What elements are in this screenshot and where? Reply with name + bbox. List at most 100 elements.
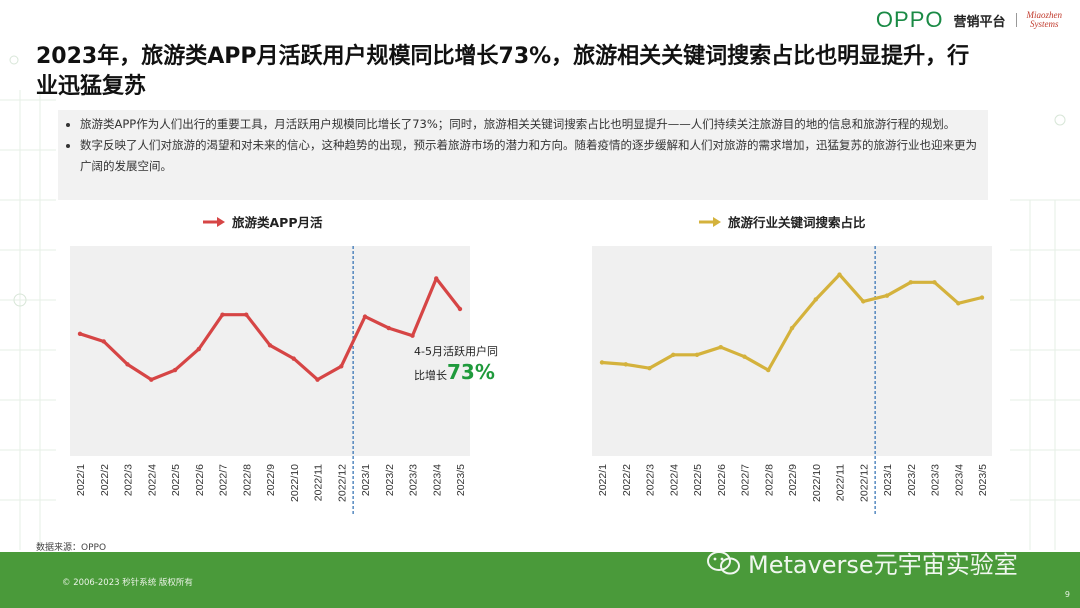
x-tick-label: 2022/11	[313, 464, 325, 501]
x-tick-label: 2022/7	[218, 464, 230, 496]
data-point	[291, 356, 296, 361]
data-point	[789, 325, 795, 331]
watermark: Metaverse元宇宙实验室	[706, 545, 1018, 580]
x-tick-label: 2022/3	[123, 464, 135, 496]
growth-annotation: 4-5月活跃用户同 比增长73%	[414, 342, 534, 386]
bullet-item: 数字反映了人们对旅游的渴望和对未来的信心，这种趋势的出现，预示着旅游市场的潜力和…	[80, 135, 980, 177]
legend-search-share: 旅游行业关键词搜索占比	[698, 212, 866, 231]
data-source: 数据来源：OPPO	[36, 543, 107, 553]
data-point	[125, 362, 130, 367]
annotation-line1: 4-5月活跃用户同	[414, 345, 498, 358]
legend-app-mau: 旅游类APP月活	[202, 212, 323, 231]
x-tick-label: 2022/12	[336, 464, 348, 502]
chart-search-share: 2022/1 2022/2 2022/3 2022/4 2022/5 2022/6 2022…	[592, 246, 992, 516]
data-point	[172, 367, 178, 373]
x-tick-label: 2023/4	[953, 464, 965, 496]
x-tick-label: 2023/2	[384, 464, 396, 496]
data-point	[386, 325, 391, 331]
summary-box: 旅游类APP作为人们出行的重要工具，月活跃用户规模同比增长了73%；同时，旅游相…	[58, 110, 988, 200]
copyright: © 2006-2023 秒针系统 版权所有	[62, 578, 193, 588]
x-tick-label: 2022/6	[716, 464, 728, 496]
miaozhen-logo: Miaozhen Systems	[1027, 11, 1063, 29]
data-point	[694, 352, 700, 358]
x-tick-label: 2023/5	[977, 464, 989, 496]
partner-line1: Miaozhen	[1026, 10, 1063, 20]
data-point	[623, 362, 628, 367]
data-point	[932, 280, 937, 285]
x-tick-label: 2022/8	[763, 464, 775, 496]
data-point	[434, 276, 439, 281]
data-point	[956, 301, 961, 306]
gold-arrow-icon	[699, 216, 721, 227]
page-number: 9	[1064, 590, 1070, 599]
data-point	[362, 314, 368, 319]
x-tick-label: 2023/1	[882, 464, 894, 496]
data-point	[979, 295, 985, 300]
x-tick-label: 2023/1	[360, 464, 372, 496]
header-logos: OPPO 营销平台 Miaozhen Systems	[876, 6, 1062, 34]
annotation-line2: 比增长	[414, 369, 447, 382]
x-tick-label: 2022/10	[289, 464, 301, 502]
data-point	[647, 365, 652, 371]
legend-label: 旅游行业关键词搜索占比	[728, 215, 866, 230]
data-point	[813, 297, 818, 302]
data-point	[77, 331, 83, 337]
x-tick-label: 2023/5	[455, 464, 467, 496]
data-point	[315, 377, 320, 382]
bullet-item: 旅游类APP作为人们出行的重要工具，月活跃用户规模同比增长了73%；同时，旅游相…	[80, 114, 980, 135]
x-tick-label: 2022/7	[740, 464, 752, 496]
x-tick-label: 2022/5	[692, 464, 704, 496]
data-point	[861, 299, 866, 304]
data-point	[149, 377, 154, 382]
x-tick-label: 2022/9	[265, 464, 277, 496]
annotation-value: 73%	[447, 360, 495, 384]
header-separator	[1015, 13, 1017, 27]
data-point	[908, 280, 913, 285]
x-tick-label: 2023/3	[930, 464, 942, 496]
x-tick-label: 2023/2	[906, 464, 918, 496]
x-tick-label: 2022/3	[645, 464, 657, 496]
plot-area	[592, 246, 992, 456]
plot-area	[70, 246, 470, 456]
legend-label: 旅游类APP月活	[232, 215, 323, 230]
red-arrow-icon	[203, 216, 225, 227]
footer-band	[0, 552, 1080, 608]
x-tick-label: 2023/4	[431, 464, 443, 496]
x-tick-label: 2022/9	[787, 464, 799, 496]
wechat-icon	[707, 550, 740, 574]
chart-app-mau: 2022/1 2022/2 2022/3 2022/4 2022/5 2022/6 2022…	[70, 246, 470, 516]
data-point	[671, 352, 676, 358]
platform-label: 营销平台	[953, 14, 1006, 30]
x-tick-label: 2022/11	[835, 464, 847, 501]
x-tick-label: 2022/6	[194, 464, 206, 496]
x-tick-label: 2022/4	[146, 464, 158, 496]
x-tick-label: 2022/4	[668, 464, 680, 496]
data-point	[718, 344, 723, 350]
x-tick-label: 2022/12	[858, 464, 870, 502]
data-point	[196, 346, 201, 352]
x-tick-label: 2022/5	[170, 464, 182, 496]
x-tick-label: 2022/1	[597, 464, 609, 496]
data-point	[742, 354, 747, 359]
oppo-logo: OPPO	[875, 7, 944, 32]
data-point	[837, 272, 842, 277]
x-tick-label: 2022/1	[75, 464, 87, 496]
x-tick-label: 2022/2	[99, 464, 111, 496]
data-point	[339, 364, 344, 369]
page-title: 2023年，旅游类APP月活跃用户规模同比增长73%，旅游相关关键词搜索占比也明…	[36, 44, 970, 99]
data-point	[244, 312, 249, 317]
data-point	[599, 360, 605, 365]
data-point	[884, 293, 890, 298]
data-point	[457, 306, 463, 312]
x-tick-label: 2023/3	[408, 464, 420, 496]
partner-line2: Systems	[1030, 19, 1059, 29]
x-tick-label: 2022/10	[811, 464, 823, 502]
data-point	[766, 367, 771, 373]
x-tick-label: 2022/2	[621, 464, 633, 496]
watermark-text: Metaverse元宇宙实验室	[748, 551, 1018, 579]
data-point	[101, 339, 106, 344]
data-point	[267, 343, 273, 348]
x-tick-label: 2022/8	[241, 464, 253, 496]
data-point	[220, 312, 225, 317]
